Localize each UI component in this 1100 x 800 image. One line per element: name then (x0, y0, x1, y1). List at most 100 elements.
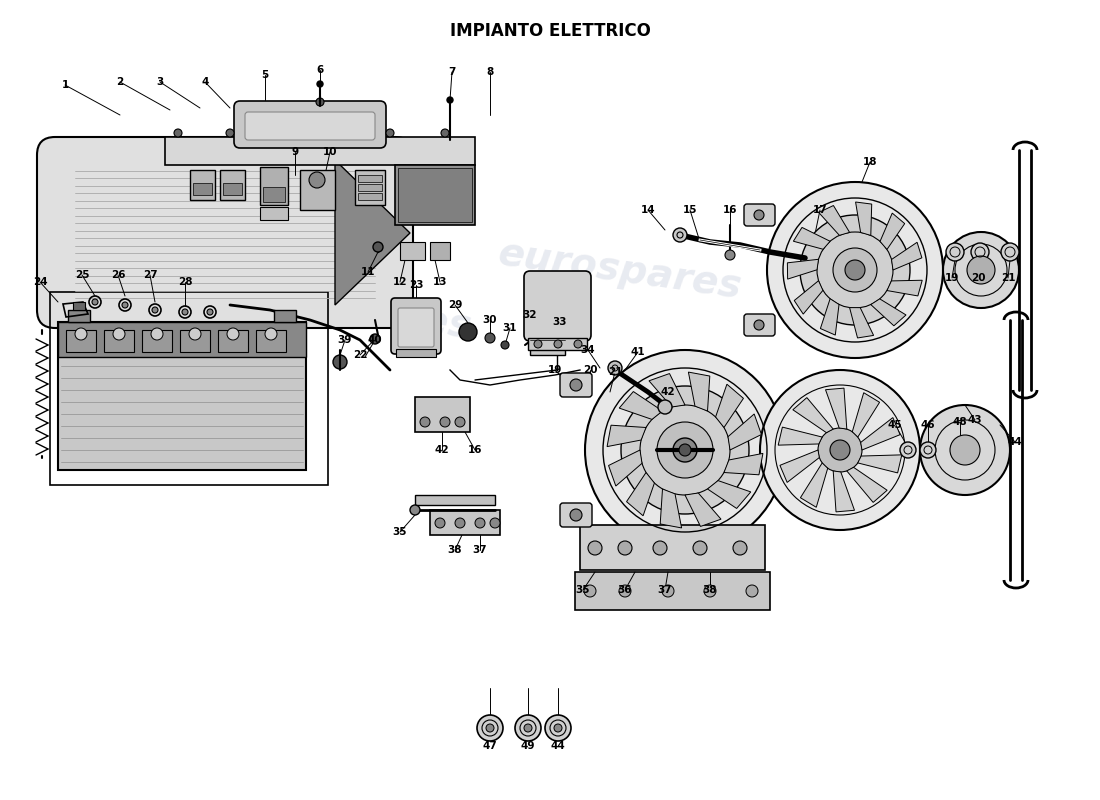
Circle shape (151, 328, 163, 340)
Circle shape (971, 243, 989, 261)
Text: 36: 36 (618, 585, 632, 595)
Text: 1: 1 (62, 80, 68, 90)
Circle shape (943, 232, 1019, 308)
Circle shape (588, 541, 602, 555)
Polygon shape (801, 463, 827, 507)
Polygon shape (608, 450, 642, 486)
Circle shape (754, 320, 764, 330)
Bar (530, 325, 565, 355)
Bar (400, 242, 425, 260)
Text: 32: 32 (522, 310, 537, 320)
Polygon shape (860, 418, 900, 450)
Circle shape (420, 417, 430, 427)
Text: 28: 28 (178, 277, 192, 287)
Polygon shape (780, 450, 820, 482)
Bar (165, 137, 475, 165)
Circle shape (182, 309, 188, 315)
Text: 4: 4 (201, 77, 209, 87)
Circle shape (534, 340, 542, 348)
Bar (50, 292, 328, 485)
Circle shape (500, 341, 509, 349)
FancyBboxPatch shape (398, 308, 434, 347)
Polygon shape (716, 384, 744, 427)
Text: 8: 8 (486, 67, 494, 77)
Text: 5: 5 (262, 70, 268, 80)
Polygon shape (856, 202, 871, 235)
Text: 13: 13 (432, 277, 448, 287)
Polygon shape (821, 298, 839, 335)
Polygon shape (880, 213, 904, 250)
Circle shape (174, 129, 182, 137)
Bar (58, 322, 306, 470)
Text: 7: 7 (449, 67, 455, 77)
Text: 12: 12 (393, 277, 407, 287)
Circle shape (585, 350, 785, 550)
Circle shape (920, 405, 1010, 495)
Polygon shape (728, 414, 761, 450)
Circle shape (455, 518, 465, 528)
Circle shape (475, 518, 485, 528)
Circle shape (554, 340, 562, 348)
Text: 18: 18 (862, 157, 878, 167)
Circle shape (152, 307, 158, 313)
Polygon shape (849, 308, 873, 338)
Bar (68, 310, 90, 322)
Text: 2: 2 (117, 77, 123, 87)
Text: eurospares: eurospares (226, 274, 474, 346)
Text: 25: 25 (75, 270, 89, 280)
Bar (66, 330, 96, 352)
Polygon shape (793, 398, 833, 433)
Circle shape (486, 724, 494, 732)
Circle shape (317, 81, 323, 87)
Circle shape (554, 724, 562, 732)
Text: 44: 44 (551, 741, 565, 751)
Polygon shape (649, 374, 685, 407)
Polygon shape (707, 481, 751, 509)
Bar (430, 510, 500, 535)
Text: 11: 11 (361, 267, 375, 277)
Text: 20: 20 (970, 273, 986, 283)
Polygon shape (724, 454, 763, 475)
Text: 46: 46 (921, 420, 935, 430)
Circle shape (920, 442, 936, 458)
Bar (430, 242, 450, 260)
Circle shape (950, 435, 980, 465)
Bar (396, 349, 436, 357)
Text: 47: 47 (483, 741, 497, 751)
Text: 21: 21 (1001, 273, 1015, 283)
Polygon shape (689, 372, 710, 411)
Circle shape (1001, 243, 1019, 261)
Text: 44: 44 (1008, 437, 1022, 447)
Polygon shape (685, 493, 720, 526)
Bar (395, 165, 475, 225)
Text: 27: 27 (143, 270, 157, 280)
Circle shape (733, 541, 747, 555)
Circle shape (122, 302, 128, 308)
Text: 33: 33 (552, 317, 568, 327)
Bar (355, 170, 385, 205)
Bar (358, 175, 382, 182)
Circle shape (75, 328, 87, 340)
Text: 42: 42 (661, 387, 675, 397)
Circle shape (113, 328, 125, 340)
Polygon shape (891, 242, 922, 270)
Bar (220, 170, 245, 200)
Circle shape (584, 585, 596, 597)
Circle shape (326, 129, 334, 137)
Circle shape (333, 355, 346, 369)
Bar (300, 170, 336, 210)
Circle shape (621, 386, 749, 514)
Bar (260, 167, 288, 205)
Text: 43: 43 (968, 415, 982, 425)
Circle shape (477, 715, 503, 741)
Circle shape (679, 444, 691, 456)
Polygon shape (847, 467, 888, 502)
Circle shape (754, 210, 764, 220)
Text: 24: 24 (33, 277, 47, 287)
Circle shape (373, 242, 383, 252)
Circle shape (189, 328, 201, 340)
FancyBboxPatch shape (245, 112, 375, 140)
Bar (218, 330, 248, 352)
Polygon shape (825, 388, 847, 429)
Circle shape (662, 585, 674, 597)
